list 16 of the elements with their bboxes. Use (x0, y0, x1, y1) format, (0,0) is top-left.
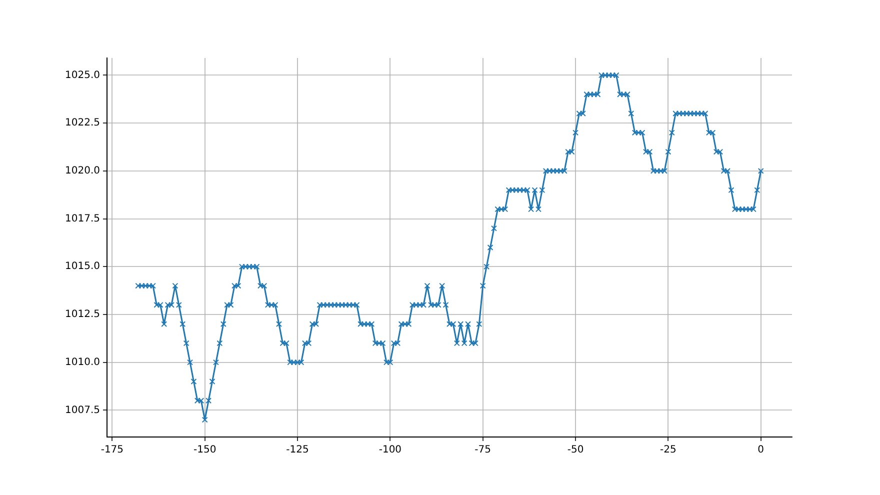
x-tick-label: -50 (567, 444, 584, 456)
x-tick-label: -75 (474, 444, 492, 456)
x-tick-label: 0 (758, 444, 764, 456)
x-tick-label: -175 (100, 444, 124, 456)
x-tick-label: -150 (193, 444, 216, 456)
y-tick-label: 1015.0 (64, 261, 100, 272)
x-tick-label: -100 (378, 444, 402, 456)
y-tick-label: 1017.5 (64, 213, 100, 224)
x-tick-label: -25 (660, 444, 676, 456)
y-tick-label: 1022.5 (64, 118, 100, 129)
x-tick-label: -125 (286, 444, 309, 456)
y-tick-label: 1007.5 (64, 404, 100, 416)
y-tick-label: 1020.0 (64, 166, 100, 177)
y-tick-label: 1010.0 (64, 356, 100, 368)
y-tick-label: 1025.0 (64, 70, 100, 81)
y-tick-label: 1012.5 (64, 309, 100, 320)
